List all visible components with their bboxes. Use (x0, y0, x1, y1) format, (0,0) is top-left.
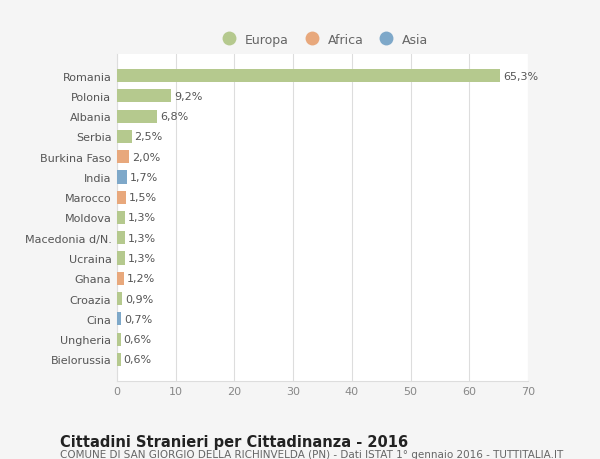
Bar (117, 151, 129, 164)
Bar (117, 110, 157, 123)
Text: 0,6%: 0,6% (124, 355, 152, 364)
Text: 1,5%: 1,5% (129, 193, 157, 203)
Text: 1,3%: 1,3% (128, 253, 155, 263)
Text: 1,3%: 1,3% (128, 213, 155, 223)
Text: 1,3%: 1,3% (128, 233, 155, 243)
Bar (117, 353, 121, 366)
Bar (117, 171, 127, 184)
Text: 2,0%: 2,0% (131, 152, 160, 162)
Bar (117, 252, 125, 265)
Legend: Europa, Africa, Asia: Europa, Africa, Asia (211, 29, 434, 52)
Text: 1,2%: 1,2% (127, 274, 155, 284)
Bar (117, 212, 125, 224)
Bar (117, 232, 125, 245)
Bar (117, 333, 121, 346)
Text: 2,5%: 2,5% (134, 132, 163, 142)
Text: 0,7%: 0,7% (124, 314, 152, 324)
Bar (117, 272, 124, 285)
Text: COMUNE DI SAN GIORGIO DELLA RICHINVELDA (PN) - Dati ISTAT 1° gennaio 2016 - TUTT: COMUNE DI SAN GIORGIO DELLA RICHINVELDA … (60, 449, 563, 459)
Text: 0,9%: 0,9% (125, 294, 154, 304)
Text: 6,8%: 6,8% (160, 112, 188, 122)
Bar (117, 90, 171, 103)
Text: 0,6%: 0,6% (124, 334, 152, 344)
Bar (117, 292, 122, 306)
Text: Cittadini Stranieri per Cittadinanza - 2016: Cittadini Stranieri per Cittadinanza - 2… (60, 434, 408, 449)
Bar (117, 70, 500, 83)
Bar (117, 130, 131, 144)
Text: 9,2%: 9,2% (174, 92, 202, 102)
Bar (117, 191, 126, 204)
Text: 1,7%: 1,7% (130, 173, 158, 183)
Bar (117, 313, 121, 326)
Text: 65,3%: 65,3% (503, 72, 538, 81)
